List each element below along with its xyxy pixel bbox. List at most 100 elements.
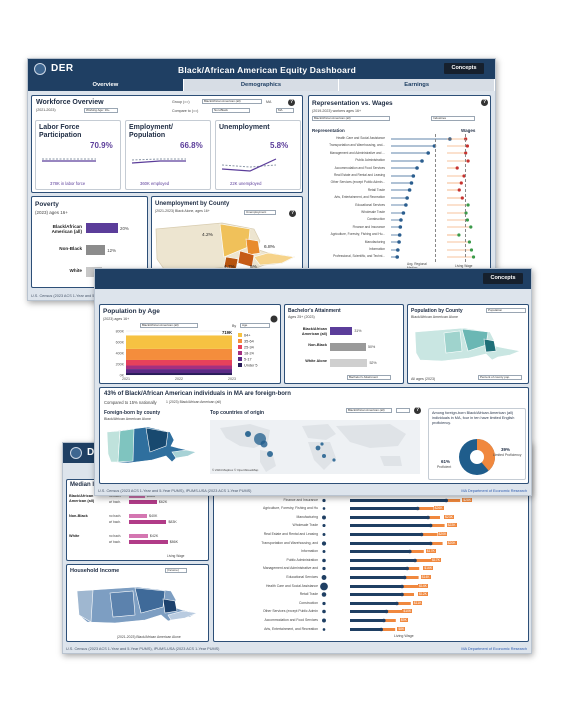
rep-group-dropdown[interactable]: Black/African American (all) <box>312 116 390 121</box>
workforce-card: Labor Force Participation 70.9% 378K in la… <box>35 120 121 190</box>
foreign-sub: Compared to 15% nationally <box>104 400 157 405</box>
group-dropdown[interactable]: Black/African American (all) <box>202 99 262 104</box>
countries-map-dropdown[interactable] <box>396 408 410 413</box>
wage-dot <box>460 196 464 200</box>
representation-dot <box>401 210 406 215</box>
group-line <box>221 158 277 172</box>
county-label-4: 5% <box>250 265 257 270</box>
y-tick-label: 0K <box>120 373 125 377</box>
pie-limited-label: Limited Proficiency <box>493 453 522 457</box>
foreign-county-map <box>106 426 197 464</box>
pop-age-by-dropdown[interactable]: Age <box>240 323 270 328</box>
tab-earnings[interactable]: Earnings <box>339 79 495 91</box>
industry-label: Professional, Scientific, and Techni... <box>333 254 385 259</box>
industry-label: Educational Services <box>286 575 318 579</box>
wage-dot <box>471 255 476 259</box>
header-bar: DER Black/African American Equity Dashbo… <box>28 59 495 79</box>
y-tick-label: 600K <box>116 340 125 344</box>
industry-label: Retail Trade <box>299 592 318 597</box>
industry-row-marks <box>391 181 463 185</box>
black-wage-dot <box>408 549 412 554</box>
county-label-2: 6.8% <box>264 245 275 250</box>
household-income-dropdown[interactable]: (Income) <box>165 568 187 573</box>
countries-dropdown[interactable]: Black/African American (all) <box>346 408 392 413</box>
unemp-county-dropdown[interactable]: Unemployment <box>244 210 276 215</box>
black-wage-dot <box>382 618 386 623</box>
median-group-label: White <box>69 534 80 538</box>
black-wage-dot <box>402 575 407 580</box>
wage-gap-label: $20K <box>437 532 448 536</box>
industry-label: Management and Administrative and ... <box>329 150 385 155</box>
county-label-3: 4.7% <box>224 265 235 270</box>
wage-dot <box>465 144 469 148</box>
der-logo: DER <box>51 63 74 74</box>
worker-count-bubble <box>322 550 326 554</box>
black-wage-dot <box>400 584 404 588</box>
industry-label: Accommodation and Food Services <box>334 165 385 170</box>
representation-dot <box>395 255 399 259</box>
worker-count-bubble <box>322 618 326 623</box>
group-state: MA <box>266 100 272 104</box>
industry-label: Transportation and Warehousing, and... <box>329 143 385 148</box>
median-bar <box>129 500 157 504</box>
help-icon[interactable]: ? <box>481 99 488 106</box>
median-living-label: Living Wage <box>167 554 185 558</box>
wage-dot <box>465 218 469 222</box>
legend-label: 25-34 <box>244 345 254 349</box>
help-icon[interactable]: ? <box>288 99 295 106</box>
rep-industry-dropdown[interactable]: Industries <box>431 116 475 121</box>
poverty-label: Non-Black <box>59 246 82 251</box>
industry-row-marks <box>391 158 470 163</box>
card-title: Labor Force Participation <box>39 124 82 139</box>
help-icon[interactable]: ? <box>414 407 421 414</box>
avg-median-line <box>435 134 436 262</box>
black-wage-dot <box>395 601 399 606</box>
tab-demographics[interactable]: Demographics <box>183 79 340 91</box>
legend-label: 5-17 <box>244 357 252 361</box>
median-row-label: w/ bach. <box>109 540 121 544</box>
concepts-button[interactable]: Concepts <box>444 63 484 74</box>
tab-overview[interactable]: Overview <box>28 79 184 91</box>
total-label: 719K <box>222 330 232 335</box>
wage-dot <box>466 203 470 207</box>
population-county-panel: Population by County Black/African Ameri… <box>407 304 529 384</box>
age-dropdown[interactable]: Working Age: 16+ <box>84 108 118 113</box>
representation-dot <box>404 203 408 207</box>
worker-count-bubble <box>322 533 326 536</box>
bachelor-title: Bachelor's Attainment <box>288 308 341 314</box>
black-wage-dot <box>426 515 430 520</box>
footer-credit[interactable]: MA Department of Economic Research <box>461 489 527 493</box>
industry-label: Management and Administrative and <box>262 566 318 571</box>
black-wage-dot <box>413 558 417 563</box>
earnings-row-marks <box>322 601 411 606</box>
pop-county-dropdown2[interactable]: Percent of county pop. <box>478 375 522 380</box>
household-income-title: Household Income <box>70 568 120 574</box>
compare-dropdown[interactable]: Non-Black <box>212 108 250 113</box>
footer: U.S. Census (2023 ACS 1-Year and 5-Year … <box>95 487 531 495</box>
wage-gap-label: $9K <box>399 618 408 622</box>
median-bar <box>129 494 145 498</box>
footer: U.S. Census (2023 ACS 1-Year and 5-Year … <box>63 645 531 653</box>
pop-county-dropdown[interactable]: Population <box>486 308 526 313</box>
concepts-button[interactable]: Concepts <box>483 273 523 284</box>
industry-row-marks <box>391 144 469 148</box>
bachelor-dropdown[interactable]: Bachelor's Attainment <box>347 375 391 380</box>
earnings-row-marks <box>321 592 414 597</box>
median-row-label: no bach. <box>109 514 122 518</box>
industry-label: Transportation and Warehousing, and <box>261 540 318 545</box>
industry-label: Finance and Insurance <box>352 224 385 229</box>
bachelor-label: White Alone <box>305 359 327 363</box>
x-tick-label: 2022 <box>175 377 183 381</box>
legend-swatch <box>238 357 242 361</box>
card-title: Unemployment <box>219 124 270 131</box>
group-line <box>131 160 186 164</box>
compare-label: Compare to (==) <box>172 109 199 113</box>
legend-swatch <box>238 333 242 337</box>
bachelor-bar <box>330 327 353 335</box>
compare-state-dropdown[interactable]: MA <box>276 108 294 113</box>
industry-row-marks <box>391 240 472 244</box>
age-band <box>126 373 232 375</box>
pop-age-dropdown[interactable]: Black/African American (all) <box>140 323 198 328</box>
footer-credit[interactable]: MA Department of Economic Research <box>461 647 527 651</box>
help-icon[interactable]: ? <box>289 210 296 217</box>
